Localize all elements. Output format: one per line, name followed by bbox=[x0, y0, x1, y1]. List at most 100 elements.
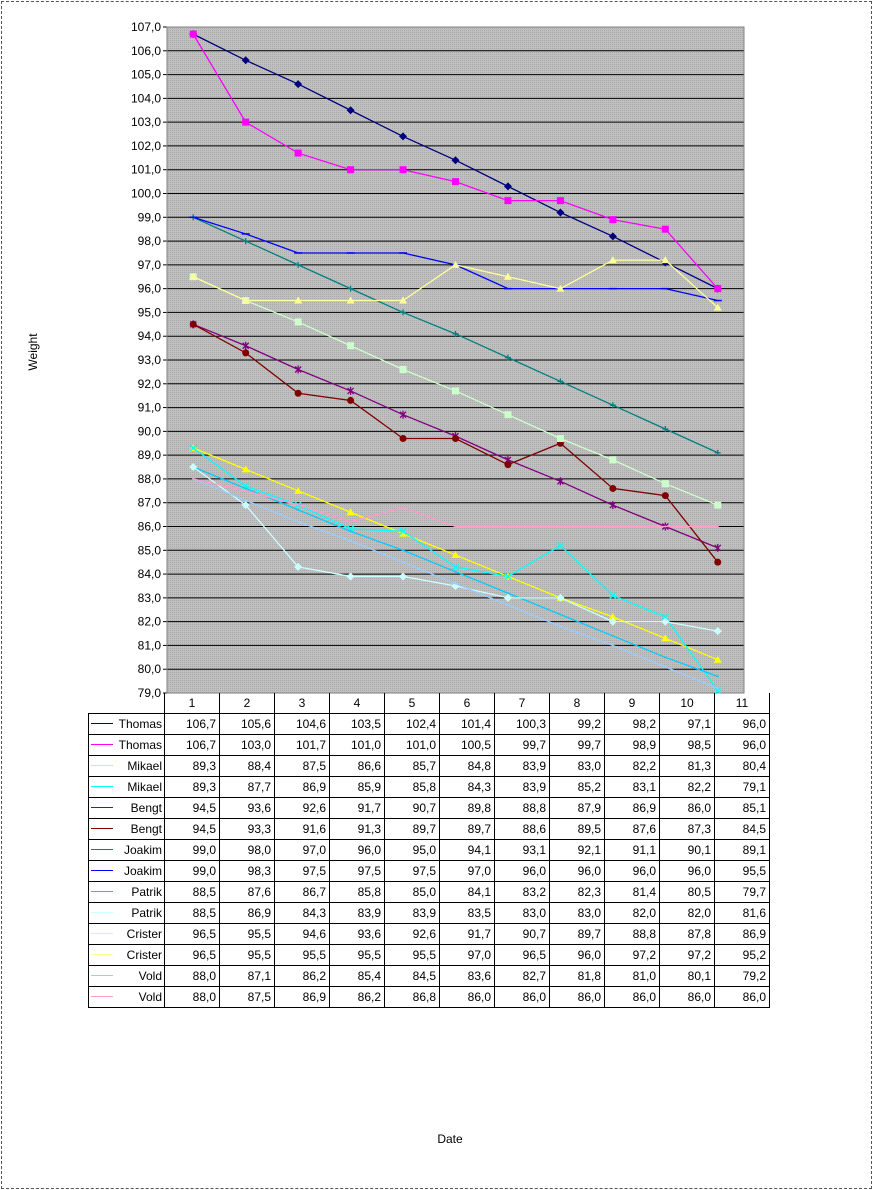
y-tick-label: 81,0 bbox=[138, 638, 162, 652]
x-axis-title: Date bbox=[437, 1132, 463, 1146]
table-cell: 99,7 bbox=[494, 734, 550, 756]
data-point bbox=[347, 396, 355, 404]
table-cell: 106,7 bbox=[164, 734, 220, 756]
x-tick-label: 8 bbox=[549, 693, 605, 714]
table-cell: 96,0 bbox=[714, 713, 770, 735]
data-point bbox=[402, 561, 405, 564]
data-point bbox=[451, 551, 460, 559]
x-tick-label: 6 bbox=[439, 693, 495, 714]
data-point bbox=[347, 386, 355, 395]
table-cell: 89,7 bbox=[384, 818, 440, 840]
legend-entry: Crister bbox=[88, 923, 165, 945]
data-point bbox=[241, 56, 250, 65]
legend-entry: Vold bbox=[88, 986, 165, 1008]
data-point bbox=[452, 434, 459, 442]
table-row: Bengt 94,5 93,6 92,6 91,7 90,7 89,8 88,8 87,9 86,… bbox=[88, 797, 770, 819]
table-row: Bengt 94,5 93,3 91,6 91,3 89,7 89,7 88,6 89,5 87,… bbox=[88, 818, 770, 840]
table-cell: 93,1 bbox=[494, 839, 550, 861]
data-point bbox=[609, 402, 616, 409]
table-cell: 86,2 bbox=[329, 986, 385, 1008]
table-cell: 96,0 bbox=[494, 860, 550, 882]
y-tick-label: 82,0 bbox=[138, 615, 162, 629]
data-table: 1 2 3 4 5 6 7 8 9 10 11 Thomas 106,7 105,6 104,6 103,5 1… bbox=[88, 693, 770, 1008]
data-point bbox=[556, 208, 565, 217]
legend-entry: Joakim bbox=[88, 860, 165, 882]
legend-key bbox=[91, 870, 113, 871]
legend-entry: Joakim bbox=[88, 839, 165, 861]
table-cell: 89,3 bbox=[164, 755, 220, 777]
data-point bbox=[716, 525, 719, 528]
table-cell: 96,0 bbox=[549, 860, 605, 882]
table-cell: 88,0 bbox=[164, 965, 220, 987]
table-cell: 97,5 bbox=[274, 860, 330, 882]
data-point bbox=[346, 508, 355, 516]
data-point bbox=[662, 425, 669, 432]
data-point bbox=[661, 634, 670, 642]
y-tick-label: 80,0 bbox=[138, 662, 162, 676]
legend-label: Patrik bbox=[131, 885, 162, 899]
data-point bbox=[608, 617, 617, 626]
table-row: Joakim 99,0 98,3 97,5 97,5 97,5 97,0 96,0 96,0 96… bbox=[88, 860, 770, 882]
table-cell: 87,8 bbox=[659, 923, 715, 945]
table-cell: 101,0 bbox=[384, 734, 440, 756]
table-cell: 88,5 bbox=[164, 881, 220, 903]
legend-key bbox=[91, 996, 113, 997]
table-cell: 92,6 bbox=[384, 923, 440, 945]
table-cell: 101,4 bbox=[439, 713, 495, 735]
y-tick-label: 84,0 bbox=[138, 567, 162, 581]
data-point bbox=[661, 256, 670, 264]
data-point bbox=[714, 501, 722, 509]
table-cell: 81,4 bbox=[604, 881, 660, 903]
legend-key bbox=[91, 912, 113, 913]
table-cell: 86,0 bbox=[604, 986, 660, 1008]
data-point bbox=[242, 238, 249, 245]
legend-key bbox=[91, 828, 113, 829]
table-cell: 87,7 bbox=[219, 776, 275, 798]
table-cell: 84,8 bbox=[439, 755, 495, 777]
table-cell: 88,4 bbox=[219, 755, 275, 777]
table-cell: 82,2 bbox=[659, 776, 715, 798]
table-cell: 99,7 bbox=[549, 734, 605, 756]
data-point bbox=[608, 232, 617, 241]
legend-key bbox=[91, 954, 113, 955]
data-point bbox=[347, 166, 355, 174]
data-point bbox=[504, 354, 511, 361]
table-cell: 86,0 bbox=[549, 986, 605, 1008]
data-point bbox=[454, 525, 457, 528]
table-cell: 82,0 bbox=[659, 902, 715, 924]
data-point bbox=[399, 366, 407, 374]
legend-key bbox=[91, 744, 113, 745]
data-point bbox=[241, 465, 250, 473]
table-cell: 106,7 bbox=[164, 713, 220, 735]
table-cell: 96,0 bbox=[659, 860, 715, 882]
table-cell: 94,5 bbox=[164, 818, 220, 840]
table-cell: 95,2 bbox=[714, 944, 770, 966]
y-tick-label: 85,0 bbox=[138, 543, 162, 557]
data-point bbox=[664, 665, 667, 668]
table-cell: 97,0 bbox=[274, 839, 330, 861]
legend-label: Joakim bbox=[123, 843, 162, 857]
table-cell: 81,8 bbox=[549, 965, 605, 987]
legend-entry: Bengt bbox=[88, 818, 165, 840]
table-cell: 97,5 bbox=[329, 860, 385, 882]
data-point bbox=[349, 530, 352, 533]
y-tick-label: 99,0 bbox=[138, 210, 162, 224]
data-point bbox=[295, 261, 302, 268]
table-cell: 88,8 bbox=[604, 923, 660, 945]
table-cell: 96,5 bbox=[164, 923, 220, 945]
data-point bbox=[244, 489, 247, 492]
x-tick-label: 7 bbox=[494, 693, 550, 714]
table-cell: 84,3 bbox=[439, 776, 495, 798]
table-header-row: 1 2 3 4 5 6 7 8 9 10 11 bbox=[88, 693, 770, 714]
data-point bbox=[556, 434, 564, 442]
table-cell: 103,0 bbox=[219, 734, 275, 756]
table-cell: 86,8 bbox=[384, 986, 440, 1008]
table-cell: 85,1 bbox=[714, 797, 770, 819]
y-tick-label: 94,0 bbox=[138, 329, 162, 343]
data-point bbox=[454, 570, 457, 573]
table-cell: 103,5 bbox=[329, 713, 385, 735]
table-cell: 98,3 bbox=[219, 860, 275, 882]
table-row: Crister 96,5 95,5 95,5 95,5 95,5 97,0 96,5 96,0 9… bbox=[88, 944, 770, 966]
data-point bbox=[244, 499, 247, 502]
